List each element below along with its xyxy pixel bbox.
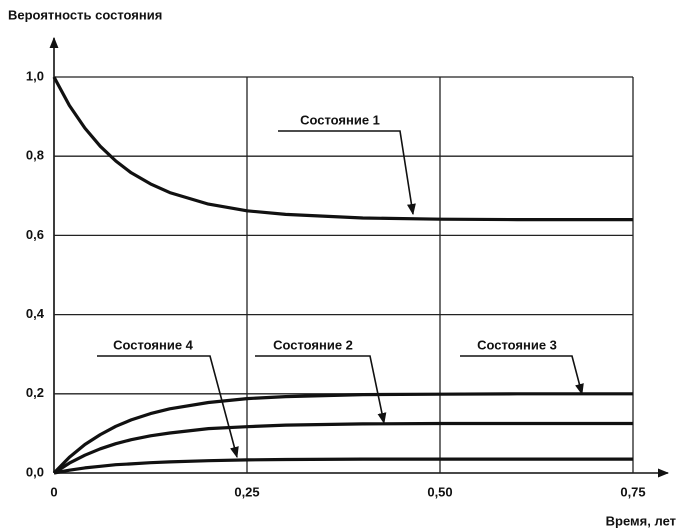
series-line [53,457,633,475]
series-line [53,421,633,475]
y-tick-label: 1,0 [26,68,44,83]
y-tick-label: 0,0 [26,464,44,479]
series-line [52,392,633,475]
series-label: Состояние 2 [273,337,353,352]
y-tick-label: 0,6 [26,227,44,242]
x-tick-label: 0,75 [620,484,645,499]
x-tick-label: 0 [50,484,57,499]
leader-arrow [278,130,416,216]
series-label: Состояние 1 [300,112,380,127]
x-tick-label: 0,25 [234,484,259,499]
series-line [52,76,633,222]
leader-arrow [460,355,584,396]
leader-arrow [255,355,387,425]
y-tick-label: 0,8 [26,148,44,163]
leader-arrow [97,355,239,459]
series-label: Состояние 3 [477,337,557,352]
x-tick-label: 0,50 [427,484,452,499]
x-axis-label: Время, лет [606,513,676,528]
y-axis-label: Вероятность состояния [8,7,162,22]
y-tick-label: 0,4 [26,306,45,321]
y-tick-label: 0,2 [26,385,44,400]
series-label: Состояние 4 [113,337,194,352]
